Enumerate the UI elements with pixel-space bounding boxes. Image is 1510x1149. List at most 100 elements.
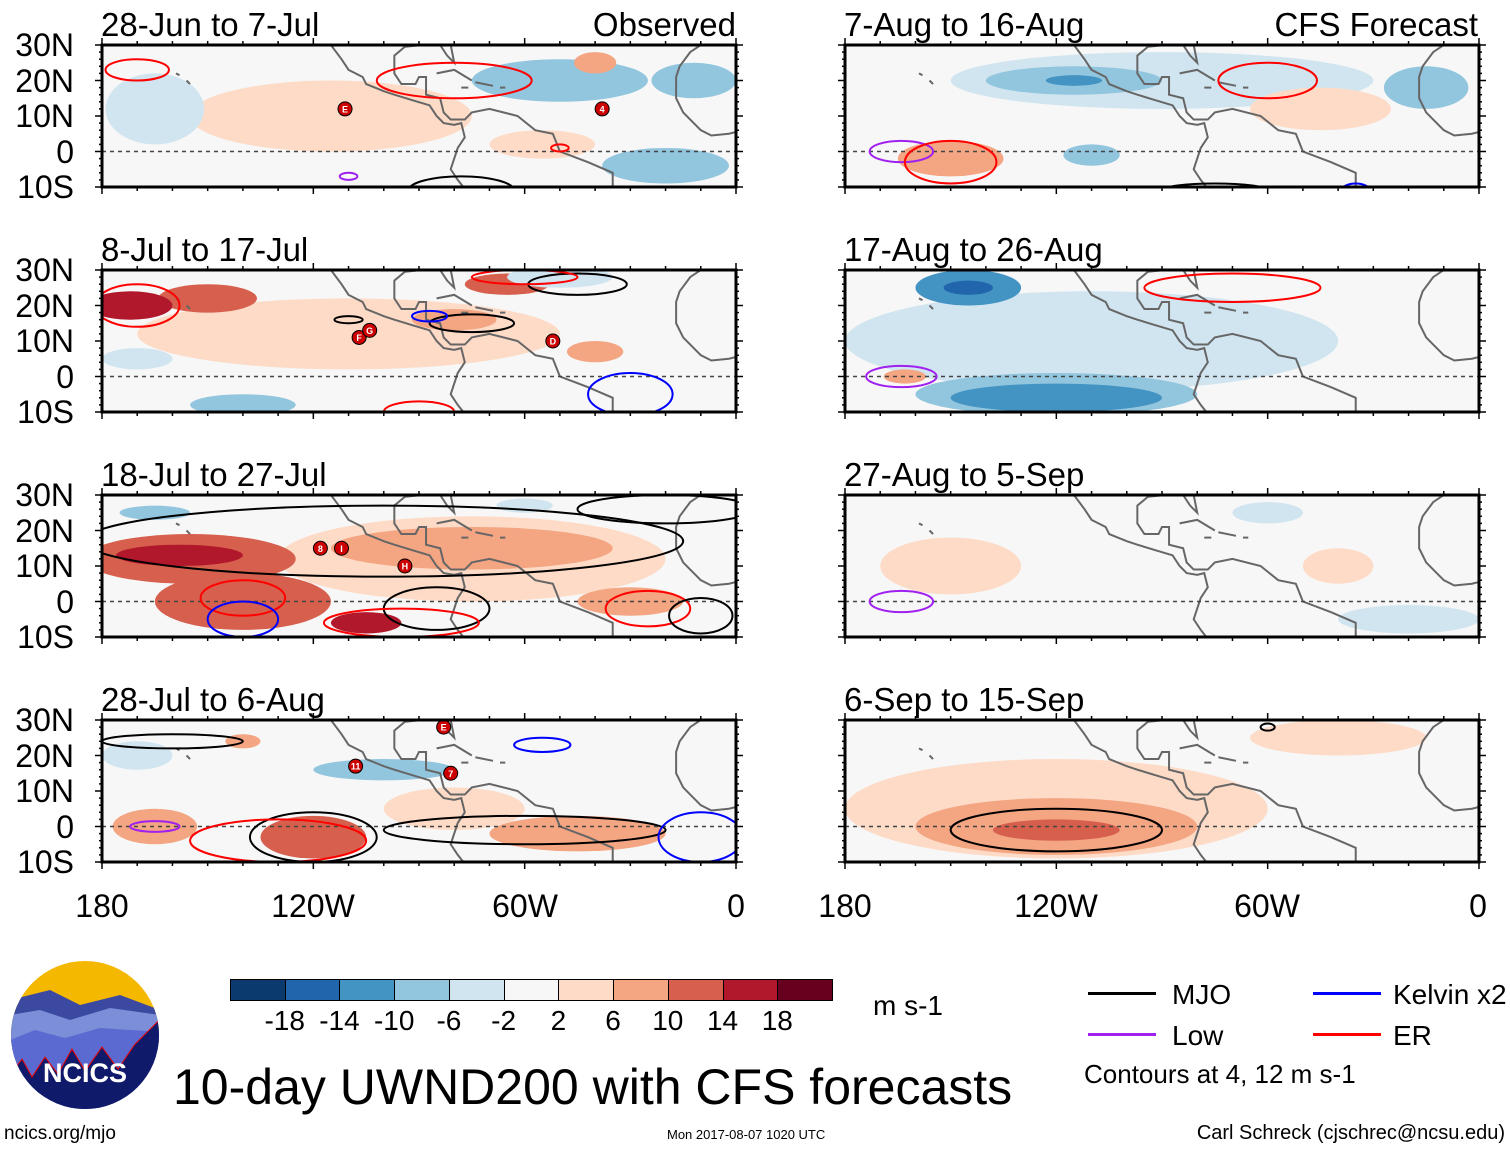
tropical-cyclone-icon: 11 bbox=[348, 758, 364, 774]
mjo-contour bbox=[949, 807, 1163, 853]
er-contour bbox=[104, 58, 170, 82]
panel-title: 8-Jul to 17-Jul bbox=[101, 231, 309, 268]
legend-er-line bbox=[1313, 1033, 1381, 1036]
y-tick-label: 10N bbox=[15, 98, 74, 134]
footer-author: Carl Schreck (cjschrec@ncsu.edu) bbox=[1196, 1122, 1505, 1144]
y-tick-label: 30N bbox=[15, 477, 74, 513]
er-contour bbox=[604, 589, 692, 628]
colorbar-label: -6 bbox=[436, 1005, 462, 1036]
er-contour bbox=[1217, 61, 1318, 100]
map-panel: FG D bbox=[95, 263, 743, 419]
coastline-island bbox=[918, 72, 923, 77]
wind-anomaly-shading bbox=[845, 291, 1339, 391]
low-contour bbox=[868, 139, 935, 164]
panel-title: 28-Jun to 7-Jul bbox=[101, 6, 320, 43]
coastline-island bbox=[436, 743, 473, 757]
mjo-contour bbox=[1165, 182, 1265, 187]
storm-label: E bbox=[342, 104, 348, 114]
wind-anomaly-shading bbox=[190, 394, 296, 412]
coastline-island bbox=[185, 304, 191, 310]
tropical-cyclone-icon: D bbox=[545, 333, 561, 349]
tropical-cyclone-icon: H bbox=[397, 558, 413, 574]
wind-anomaly-shading bbox=[330, 526, 613, 570]
map-panel: E 11 7 bbox=[95, 713, 743, 869]
er-contour bbox=[470, 270, 579, 286]
wind-anomaly-shading bbox=[112, 808, 198, 845]
panel-title: 27-Aug to 5-Sep bbox=[844, 456, 1085, 493]
storm-label: H bbox=[402, 562, 409, 572]
y-tick-label: 20N bbox=[15, 737, 74, 774]
coastline-island bbox=[928, 754, 934, 760]
y-tick-label: 10S bbox=[17, 619, 74, 655]
colorbar-swatch bbox=[777, 979, 833, 1001]
wind-anomaly-shading bbox=[1232, 502, 1303, 524]
coastline-island bbox=[1179, 743, 1216, 757]
tropical-cyclone-icon: 4 bbox=[594, 101, 610, 117]
legend-low-line bbox=[1088, 1033, 1156, 1036]
coastline-island bbox=[1218, 756, 1237, 762]
colorbar-label: -18 bbox=[264, 1005, 305, 1036]
coastline-island bbox=[1218, 81, 1237, 87]
y-tick-label: 10S bbox=[17, 169, 74, 205]
legend-kelvin-label: Kelvin x2 bbox=[1393, 979, 1507, 1010]
colorbar-label: -10 bbox=[373, 1005, 415, 1036]
colorbar-swatch bbox=[448, 979, 505, 1001]
wind-anomaly-shading bbox=[1250, 720, 1427, 756]
y-tick-label: 10N bbox=[15, 773, 74, 809]
wind-anomaly-shading bbox=[1302, 548, 1374, 584]
er-contour bbox=[102, 283, 181, 328]
coastline-island bbox=[436, 518, 473, 532]
coastline-island bbox=[175, 72, 180, 77]
legend-kelvin-line bbox=[1313, 992, 1381, 995]
wind-anomaly-shading bbox=[992, 819, 1120, 841]
coastline-island bbox=[436, 68, 473, 82]
wind-anomaly-shading bbox=[1250, 87, 1391, 131]
colorbar-swatch bbox=[613, 979, 669, 1001]
y-tick-label: 10S bbox=[17, 394, 74, 430]
tropical-cyclone-icon: E bbox=[337, 101, 353, 117]
colorbar-swatch bbox=[339, 979, 396, 1001]
x-tick-60w-left: 60W bbox=[492, 888, 558, 924]
y-tick-label: 30N bbox=[15, 702, 74, 738]
coastline-island bbox=[185, 79, 191, 85]
mjo-contour bbox=[576, 495, 736, 525]
coastline-americas bbox=[1072, 720, 1357, 862]
panel-title: 7-Aug to 16-Aug bbox=[844, 6, 1085, 43]
footer-timestamp: Mon 2017-08-07 1020 UTC bbox=[667, 1127, 826, 1142]
x-tick-120w-right: 120W bbox=[1014, 888, 1098, 924]
panel-title: 18-Jul to 27-Jul bbox=[101, 456, 327, 493]
y-tick-label: 10S bbox=[17, 844, 74, 880]
wind-anomaly-shading bbox=[950, 383, 1162, 412]
colorbar-swatch bbox=[230, 979, 286, 1001]
coastline-island bbox=[928, 304, 934, 310]
coastline-americas bbox=[1072, 45, 1357, 187]
wind-anomaly-shading bbox=[190, 80, 472, 152]
kelvin-contour bbox=[206, 600, 280, 637]
y-tick-label: 30N bbox=[15, 27, 74, 63]
mjo-contour bbox=[428, 313, 516, 334]
wind-anomaly-shading bbox=[897, 140, 1004, 177]
wind-anomaly-shading bbox=[411, 309, 497, 331]
colorbar-label: 18 bbox=[761, 1005, 793, 1036]
y-tick-label: 20N bbox=[15, 512, 74, 549]
er-contour bbox=[903, 139, 998, 185]
coastline-island bbox=[1218, 306, 1237, 312]
coastline-island bbox=[1179, 68, 1216, 82]
coastline-americas bbox=[329, 45, 614, 187]
legend-low-label: Low bbox=[1172, 1020, 1224, 1051]
colorbar-label: 14 bbox=[706, 1005, 739, 1036]
colorbar-label: -14 bbox=[319, 1005, 360, 1036]
y-tick-label: 20N bbox=[15, 287, 74, 324]
wind-anomaly-shading bbox=[943, 280, 993, 295]
colorbar-swatch bbox=[503, 979, 560, 1001]
colorbar-label: 2 bbox=[550, 1005, 567, 1036]
wind-anomaly-shading bbox=[158, 284, 257, 313]
tropical-cyclone-icon: 7 bbox=[443, 765, 459, 781]
colorbar-label: -2 bbox=[491, 1005, 517, 1036]
footer-url: ncics.org/mjo bbox=[4, 1123, 116, 1144]
storm-label: F bbox=[356, 333, 362, 343]
figure-title: 10-day UWND200 with CFS forecasts bbox=[173, 1059, 1013, 1115]
kelvin-contour bbox=[657, 811, 736, 862]
low-contour bbox=[868, 589, 935, 614]
